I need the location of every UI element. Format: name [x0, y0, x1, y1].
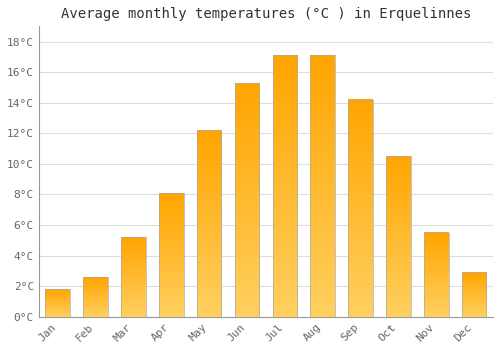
- Bar: [272, 55, 297, 317]
- Bar: [424, 233, 448, 317]
- Bar: [310, 55, 335, 317]
- Bar: [348, 100, 373, 317]
- Bar: [462, 272, 486, 317]
- Bar: [159, 193, 184, 317]
- Bar: [197, 130, 222, 317]
- Title: Average monthly temperatures (°C ) in Erquelinnes: Average monthly temperatures (°C ) in Er…: [60, 7, 471, 21]
- Bar: [386, 156, 410, 317]
- Bar: [234, 83, 260, 317]
- Bar: [46, 289, 70, 317]
- Bar: [84, 277, 108, 317]
- Bar: [121, 237, 146, 317]
